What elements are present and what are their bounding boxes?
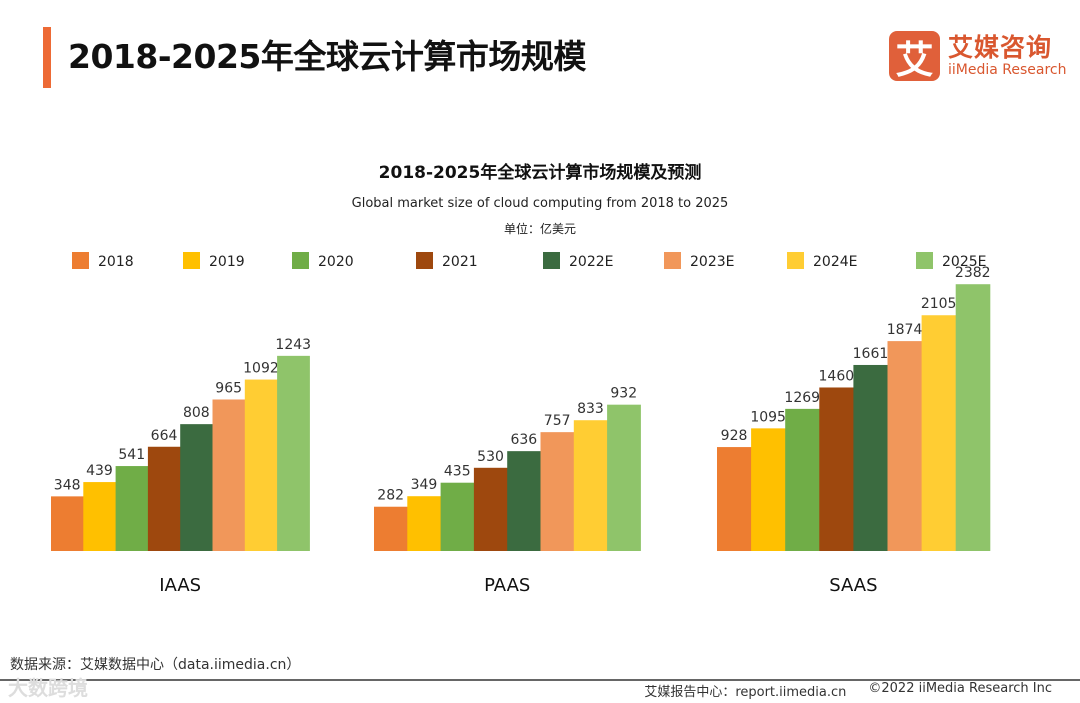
legend-swatch-2021 bbox=[416, 252, 433, 269]
legend-swatch-2018 bbox=[72, 252, 89, 269]
legend-label-2018: 2018 bbox=[98, 254, 134, 270]
data-label: 348 bbox=[54, 477, 81, 493]
legend-label-2022E: 2022E bbox=[569, 254, 613, 270]
category-label-IAAS: IAAS bbox=[159, 575, 201, 596]
bar-PAAS-2021 bbox=[473, 467, 508, 551]
data-label: 1269 bbox=[784, 390, 820, 406]
page-title: 2018-2025年全球云计算市场规模 bbox=[68, 37, 586, 76]
legend-label-2019: 2019 bbox=[209, 254, 245, 270]
legend-swatch-2025E bbox=[916, 252, 933, 269]
legend-label-2024E: 2024E bbox=[813, 254, 857, 270]
logo-en: iiMedia Research bbox=[948, 62, 1067, 78]
data-label: 1460 bbox=[819, 368, 855, 384]
title-accent-bar bbox=[43, 27, 51, 88]
legend-swatch-2022E bbox=[543, 252, 560, 269]
bar-SAAS-2020 bbox=[785, 408, 820, 551]
data-label: 1874 bbox=[887, 322, 923, 338]
bar-PAAS-2025E bbox=[607, 404, 641, 551]
data-label: 2382 bbox=[955, 265, 991, 281]
data-label: 664 bbox=[151, 428, 178, 444]
bar-SAAS-2021 bbox=[819, 387, 854, 551]
bar-SAAS-2019 bbox=[751, 428, 786, 551]
data-label: 439 bbox=[86, 463, 113, 479]
bar-IAAS-2020 bbox=[115, 466, 149, 551]
bar-PAAS-2022E bbox=[507, 451, 541, 551]
footer-divider bbox=[0, 679, 1080, 681]
bar-SAAS-2024E bbox=[921, 315, 957, 551]
chart-unit: 单位：亿美元 bbox=[504, 221, 576, 236]
legend-label-2020: 2020 bbox=[318, 254, 354, 270]
data-label: 833 bbox=[577, 401, 604, 417]
bar-PAAS-2018 bbox=[374, 506, 408, 551]
bar-IAAS-2018 bbox=[51, 496, 84, 551]
bar-PAAS-2024E bbox=[573, 420, 608, 551]
data-label: 928 bbox=[721, 428, 748, 444]
chart-title: 2018-2025年全球云计算市场规模及预测 bbox=[379, 162, 702, 183]
bar-IAAS-2019 bbox=[83, 482, 117, 551]
bar-PAAS-2023E bbox=[540, 432, 575, 551]
data-source: 数据来源：艾媒数据中心（data.iimedia.cn） bbox=[10, 657, 301, 673]
legend-label-2025E: 2025E bbox=[942, 254, 986, 270]
data-label: 1243 bbox=[275, 337, 311, 353]
data-label: 530 bbox=[477, 449, 504, 465]
bar-PAAS-2019 bbox=[407, 496, 442, 551]
copyright: ©2022 iiMedia Research Inc bbox=[868, 681, 1052, 696]
legend-label-2023E: 2023E bbox=[690, 254, 734, 270]
category-label-SAAS: SAAS bbox=[829, 575, 877, 596]
watermark: 大数跨境 bbox=[8, 676, 88, 700]
bar-IAAS-2023E bbox=[212, 399, 246, 551]
chart-subtitle: Global market size of cloud computing fr… bbox=[352, 196, 729, 211]
data-label: 2105 bbox=[921, 296, 957, 312]
data-label: 541 bbox=[118, 447, 145, 463]
data-label: 349 bbox=[411, 477, 438, 493]
bar-IAAS-2022E bbox=[180, 424, 213, 551]
logo-cn: 艾媒咨询 bbox=[948, 33, 1053, 62]
legend: 2018 2019 2020 2021 2022E 2023E 2024E 2025E bbox=[72, 252, 986, 270]
report-center-link[interactable]: 艾媒报告中心：report.iimedia.cn bbox=[644, 685, 847, 700]
bar-SAAS-2022E bbox=[853, 364, 888, 551]
legend-label-2021: 2021 bbox=[442, 254, 478, 270]
data-label: 757 bbox=[544, 413, 571, 429]
logo-mark: 艾 bbox=[889, 31, 940, 82]
data-label: 808 bbox=[183, 405, 210, 421]
iimedia-logo: 艾 艾媒咨询 iiMedia Research bbox=[889, 31, 1067, 82]
legend-swatch-2019 bbox=[183, 252, 200, 269]
category-label-PAAS: PAAS bbox=[484, 575, 530, 596]
bar-IAAS-2021 bbox=[147, 446, 181, 551]
data-label: 1661 bbox=[853, 346, 889, 362]
legend-swatch-2023E bbox=[664, 252, 681, 269]
data-label: 282 bbox=[377, 488, 404, 504]
bar-SAAS-2025E bbox=[955, 284, 991, 551]
data-label: 435 bbox=[444, 464, 471, 480]
bar-SAAS-2023E bbox=[887, 341, 923, 551]
data-label: 932 bbox=[610, 386, 637, 402]
legend-swatch-2020 bbox=[292, 252, 309, 269]
data-label: 965 bbox=[215, 380, 242, 396]
bar-SAAS-2018 bbox=[717, 447, 752, 551]
legend-swatch-2024E bbox=[787, 252, 804, 269]
data-label: 1095 bbox=[750, 409, 786, 425]
data-label: 636 bbox=[510, 432, 537, 448]
bar-PAAS-2020 bbox=[440, 482, 475, 551]
bar-IAAS-2025E bbox=[277, 355, 310, 551]
bar-IAAS-2024E bbox=[244, 379, 278, 551]
data-label: 1092 bbox=[243, 361, 279, 377]
